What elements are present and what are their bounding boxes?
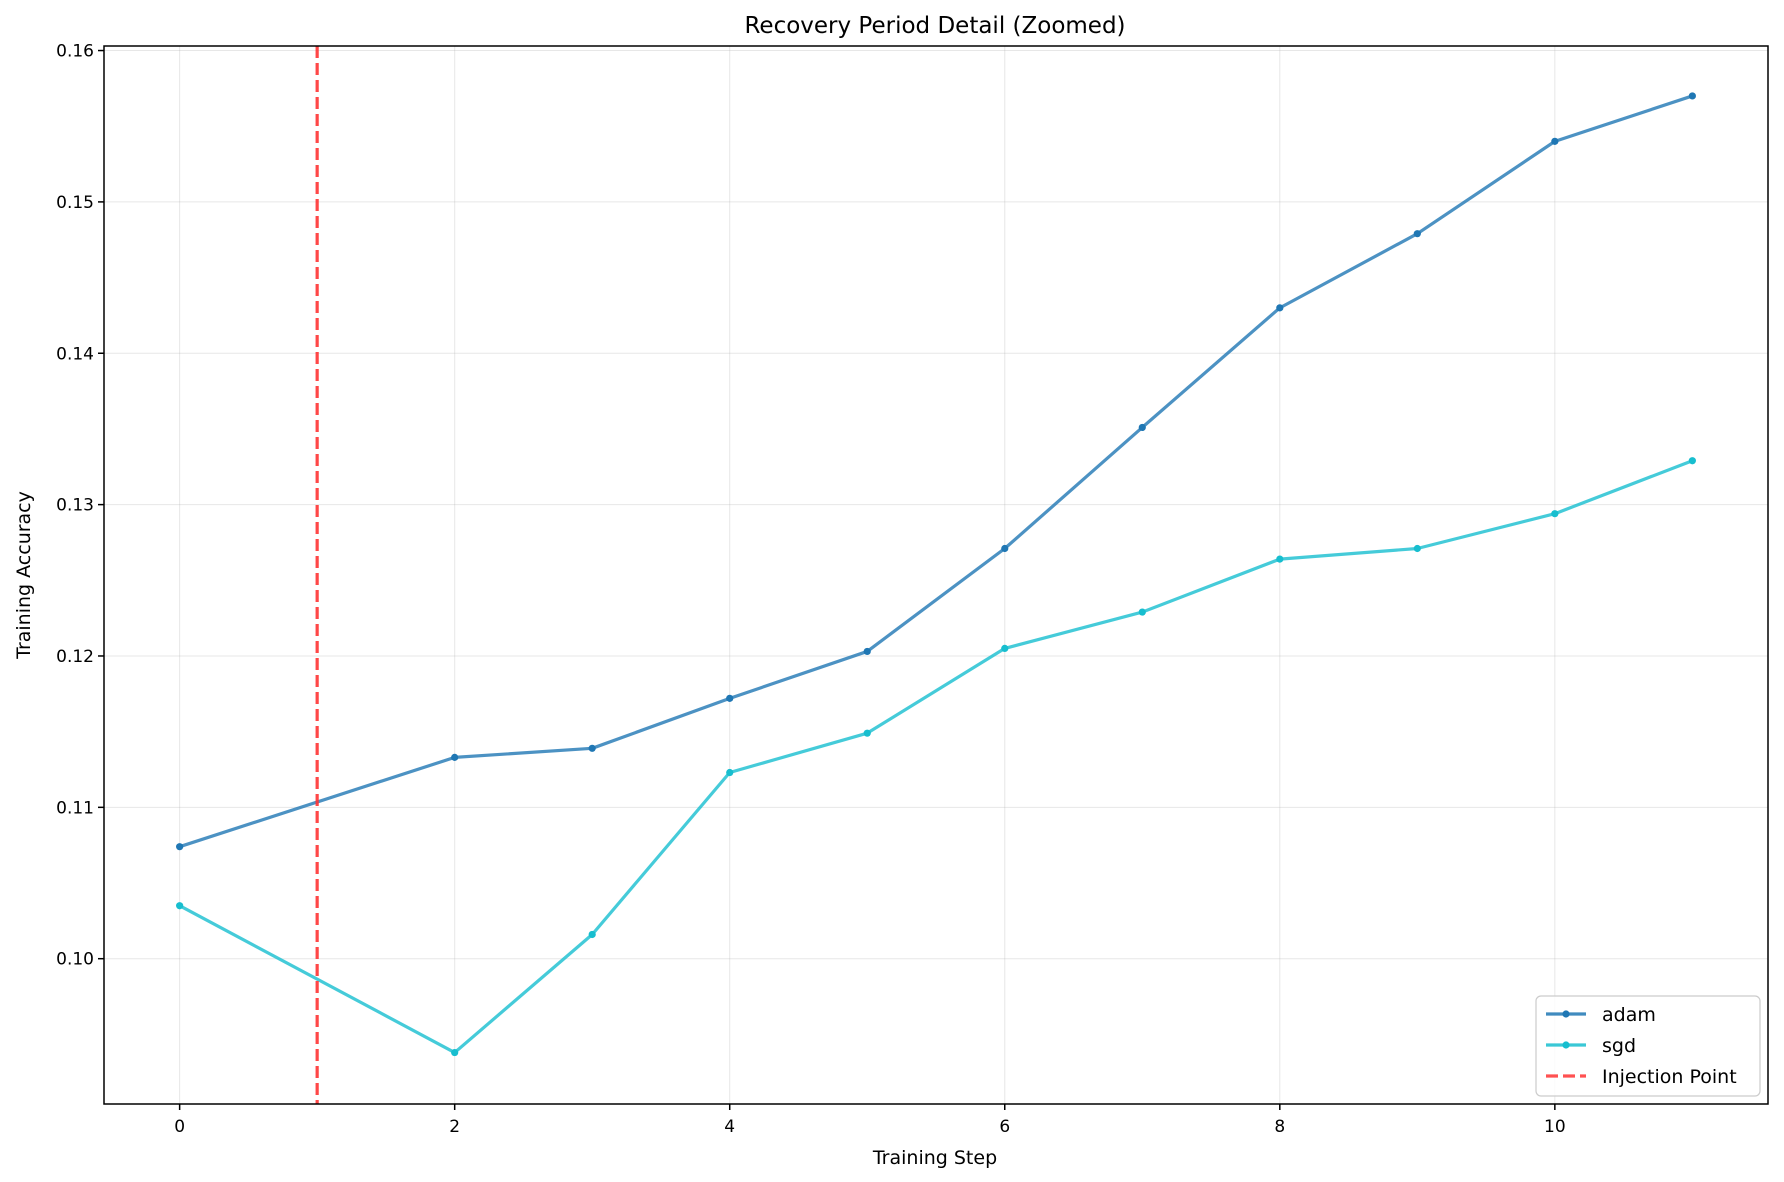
data-point-adam xyxy=(726,694,734,702)
data-point-sgd xyxy=(588,930,596,939)
x-axis-label: Training Step xyxy=(872,1147,997,1169)
series-line-sgd xyxy=(178,459,1693,1055)
data-point-adam xyxy=(176,843,184,851)
data-point-sgd xyxy=(1001,644,1009,653)
data-point-sgd xyxy=(1276,555,1284,563)
data-point-adam xyxy=(1551,137,1559,145)
y-tick-label: 0.16 xyxy=(56,42,94,62)
data-point-adam xyxy=(1688,92,1696,100)
data-point-adam xyxy=(1001,544,1009,553)
legend-marker xyxy=(1562,1041,1570,1049)
x-axis: 0 2 4 6 8 10 xyxy=(174,1104,1566,1137)
data-point-adam xyxy=(1138,423,1146,432)
legend-marker xyxy=(1562,1010,1570,1018)
data-point-adam xyxy=(451,753,459,761)
data-point-sgd xyxy=(863,729,871,737)
data-point-sgd xyxy=(726,768,734,777)
legend-label: Injection Point xyxy=(1602,1066,1737,1088)
data-point-sgd xyxy=(451,1048,459,1057)
legend: adam sgd Injection Point xyxy=(1535,995,1761,1097)
grid xyxy=(104,46,1768,1104)
series-layer xyxy=(176,92,1696,1057)
data-point-sgd xyxy=(1413,544,1421,553)
y-axis: 0.10 0.11 0.12 0.13 0.14 0.15 0.16 xyxy=(56,42,104,970)
y-tick-label: 0.10 xyxy=(56,950,94,970)
data-point-sgd xyxy=(176,902,184,910)
x-tick-label: 2 xyxy=(449,1117,460,1137)
y-axis-label: Training Accuracy xyxy=(13,491,35,660)
chart-title: Recovery Period Detail (Zoomed) xyxy=(744,13,1125,39)
plot-frame xyxy=(103,45,1769,1105)
y-tick-label: 0.14 xyxy=(56,344,94,364)
data-point-adam xyxy=(588,744,596,752)
x-tick-label: 6 xyxy=(999,1117,1010,1137)
legend-box xyxy=(1535,995,1761,1097)
y-tick-label: 0.11 xyxy=(56,798,94,818)
legend-label: adam xyxy=(1602,1004,1656,1026)
data-point-sgd xyxy=(1688,457,1696,465)
data-point-sgd xyxy=(1551,510,1559,518)
x-tick-label: 8 xyxy=(1274,1117,1285,1137)
data-point-adam xyxy=(1413,230,1421,238)
y-tick-label: 0.13 xyxy=(56,496,94,516)
x-tick-label: 10 xyxy=(1544,1117,1566,1137)
y-tick-label: 0.15 xyxy=(56,193,94,213)
data-point-adam xyxy=(863,647,871,656)
legend-label: sgd xyxy=(1602,1035,1636,1057)
series-line-adam xyxy=(179,94,1693,849)
x-tick-label: 4 xyxy=(724,1117,735,1137)
data-point-adam xyxy=(1276,304,1284,312)
data-point-sgd xyxy=(1138,608,1146,616)
y-tick-label: 0.12 xyxy=(56,647,94,667)
x-tick-label: 0 xyxy=(174,1117,185,1137)
